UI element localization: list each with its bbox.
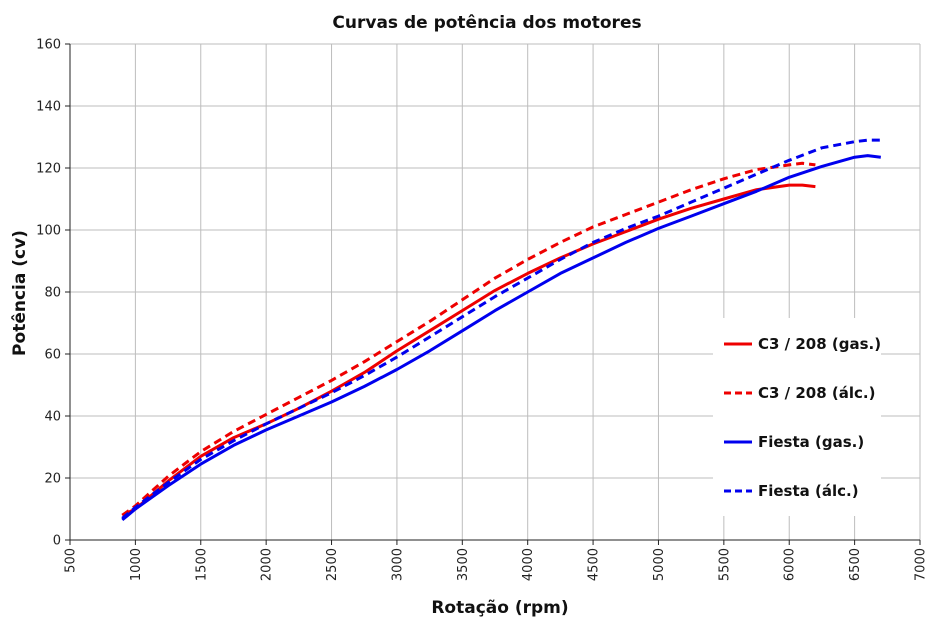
y-tick-label: 100	[36, 224, 61, 239]
y-tick-label: 80	[44, 286, 61, 301]
legend-label-0: C3 / 208 (gas.)	[758, 335, 881, 353]
y-tick-label: 60	[44, 348, 61, 363]
legend-label-3: Fiesta (álc.)	[758, 482, 859, 500]
chart-title: Curvas de potência dos motores	[332, 13, 641, 33]
y-axis-title: Potência (cv)	[10, 230, 30, 356]
x-tick-label: 1500	[194, 548, 209, 581]
legend: C3 / 208 (gas.) C3 / 208 (álc.) Fiesta (ga…	[713, 318, 881, 516]
x-tick-label: 5000	[652, 548, 667, 581]
y-tick-label: 20	[44, 472, 61, 487]
y-tick-label: 160	[36, 38, 61, 53]
x-tick-label: 3000	[390, 548, 405, 581]
x-tick-label: 1000	[129, 548, 144, 581]
series-line-2	[121, 154, 881, 522]
x-tick-label: 6500	[848, 548, 863, 581]
y-tick-label: 140	[36, 100, 61, 115]
y-tick-label: 0	[53, 534, 61, 549]
axis-ticks: 500 1000 1500 2000 2500 3000 3500 4000 4500 5000 5…	[36, 38, 928, 582]
y-tick-label: 40	[44, 410, 61, 425]
legend-label-2: Fiesta (gas.)	[758, 433, 864, 451]
x-tick-label: 2000	[260, 548, 275, 581]
x-tick-label: 2500	[325, 548, 340, 581]
x-tick-label: 500	[64, 548, 79, 573]
x-tick-label: 6000	[783, 548, 798, 581]
grid	[69, 43, 921, 541]
legend-label-1: C3 / 208 (álc.)	[758, 384, 875, 402]
series-line-1	[121, 161, 816, 517]
x-axis-title: Rotação (rpm)	[431, 598, 568, 618]
legend-box	[713, 318, 881, 516]
series-line-0	[121, 183, 816, 517]
y-tick-label: 120	[36, 162, 61, 177]
x-tick-label: 7000	[914, 548, 929, 581]
x-tick-label: 5500	[717, 548, 732, 581]
x-tick-label: 4000	[521, 548, 536, 581]
series-lines	[121, 138, 881, 522]
x-tick-label: 4500	[587, 548, 602, 581]
x-tick-label: 3500	[456, 548, 471, 581]
